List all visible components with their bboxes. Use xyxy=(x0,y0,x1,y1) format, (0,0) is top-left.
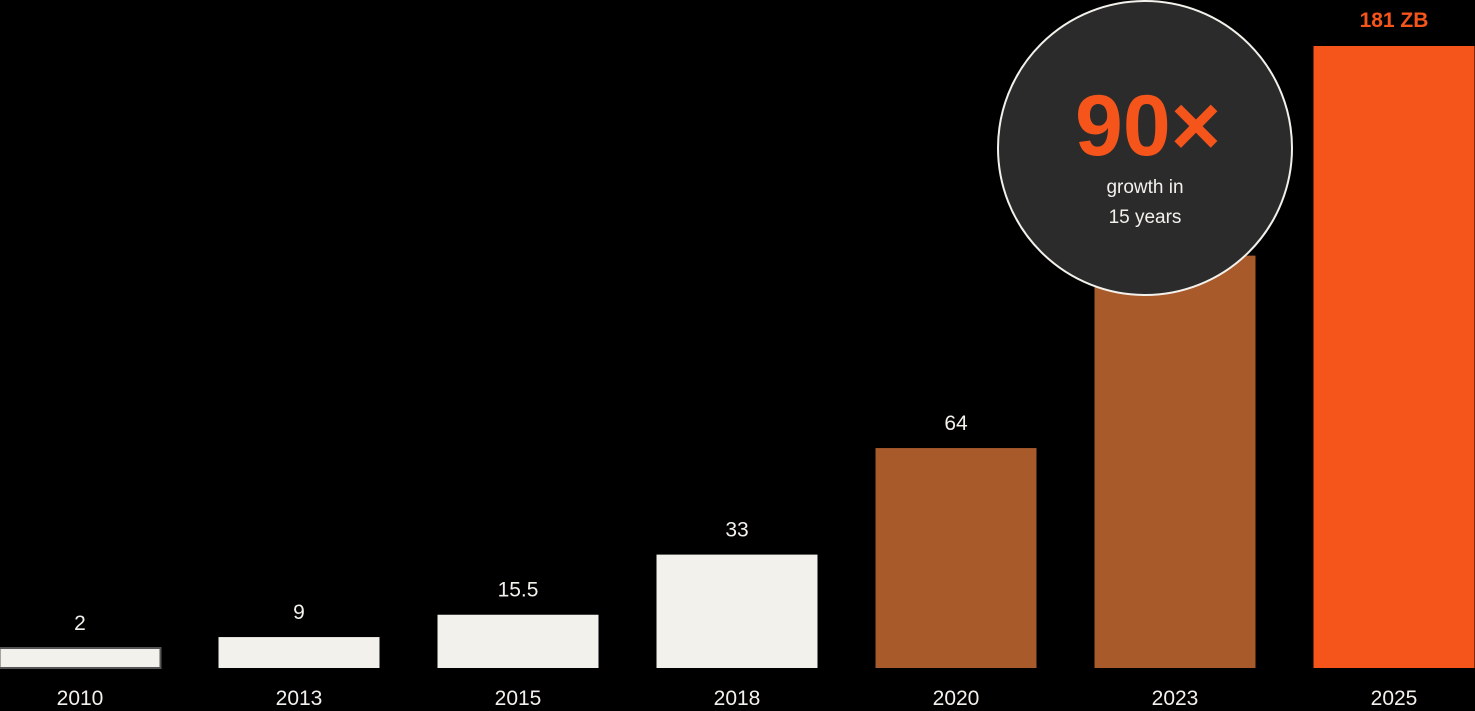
bar-2010 xyxy=(0,647,162,669)
x-tick-2015: 2015 xyxy=(495,687,542,710)
growth-callout-circle xyxy=(997,0,1293,296)
value-label-2013: 9 xyxy=(293,601,305,624)
value-labels-group: 2 9 15.5 33 64 181 ZB xyxy=(74,9,1428,635)
x-tick-2020: 2020 xyxy=(933,687,980,710)
growth-multiplier: 90× xyxy=(1075,78,1221,174)
growth-caption-line2: 15 years xyxy=(1109,207,1182,228)
value-label-2020: 64 xyxy=(944,412,968,435)
value-label-2018: 33 xyxy=(725,519,748,542)
x-tick-2013: 2013 xyxy=(276,687,323,710)
x-tick-2025: 2025 xyxy=(1371,687,1418,710)
x-tick-2010: 2010 xyxy=(57,687,104,710)
bar-2013 xyxy=(218,637,380,668)
bar-2023 xyxy=(1094,255,1256,668)
x-tick-2018: 2018 xyxy=(714,687,761,710)
growth-callout: 90× growth in 15 years xyxy=(997,0,1293,296)
value-label-2025: 181 ZB xyxy=(1360,9,1429,32)
bar-2020 xyxy=(875,448,1037,668)
bar-2018 xyxy=(656,554,818,668)
value-label-2015: 15.5 xyxy=(498,579,539,602)
bar-2025 xyxy=(1313,46,1475,668)
bars-group xyxy=(0,46,1475,669)
growth-caption-line1: growth in xyxy=(1106,177,1183,198)
value-label-2010: 2 xyxy=(74,612,86,635)
x-tick-2023: 2023 xyxy=(1152,687,1199,710)
x-tick-labels-group: 2010 2013 2015 2018 2020 2023 2025 xyxy=(57,687,1418,710)
bar-2015 xyxy=(437,614,599,668)
